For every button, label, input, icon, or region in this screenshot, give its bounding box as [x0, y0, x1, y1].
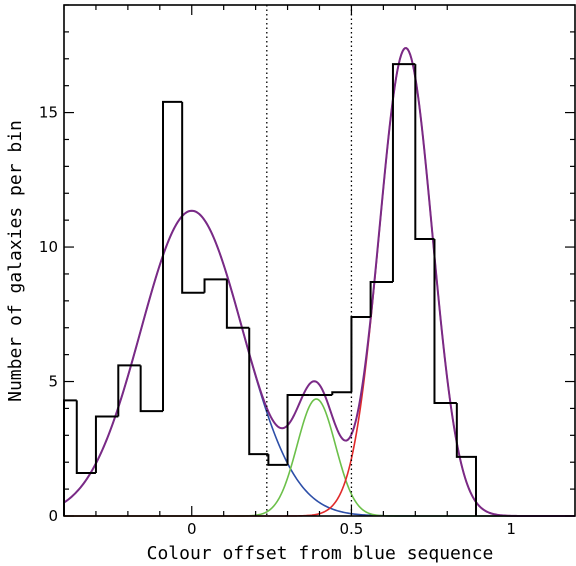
axes	[63, 4, 576, 517]
histogram-bar	[350, 315, 371, 393]
histogram-bar	[75, 400, 96, 474]
histogram-bar	[117, 364, 141, 417]
histogram-bar	[267, 454, 288, 466]
histogram-bar	[225, 279, 250, 329]
histogram-bar	[139, 365, 164, 413]
series-layer	[63, 47, 575, 517]
histogram-bar	[433, 238, 457, 405]
histogram-bar	[94, 415, 119, 473]
series-total-model	[63, 47, 575, 517]
x-tick-label: 0	[187, 520, 197, 538]
histogram-bar	[391, 63, 416, 283]
x-tick-label: 0.5	[340, 520, 364, 538]
histogram-bar	[286, 393, 310, 465]
histogram-bar	[331, 391, 352, 395]
x-axis-title: Colour offset from blue sequence	[147, 543, 494, 564]
histogram-bar	[203, 278, 227, 293]
series-red-gaussian	[64, 47, 575, 517]
x-tick-label: 1	[506, 520, 516, 538]
y-tick-label: 0	[48, 507, 58, 525]
y-axis-title: Number of galaxies per bin	[5, 120, 26, 402]
histogram-bar	[181, 101, 205, 294]
y-tick-label: 5	[48, 373, 58, 391]
y-tick-label: 10	[39, 238, 58, 256]
histogram-bar	[369, 281, 393, 317]
histogram-bar	[455, 403, 477, 516]
histogram	[63, 63, 477, 516]
histogram-bar	[414, 64, 435, 240]
histogram-bar	[248, 327, 269, 456]
series-green-gaussian	[64, 398, 575, 517]
y-tick-label: 15	[39, 104, 58, 122]
vertical-lines	[266, 5, 353, 516]
series-blue-gaussian	[63, 209, 575, 517]
plot-frame	[63, 4, 576, 517]
histogram-bar	[162, 100, 183, 412]
